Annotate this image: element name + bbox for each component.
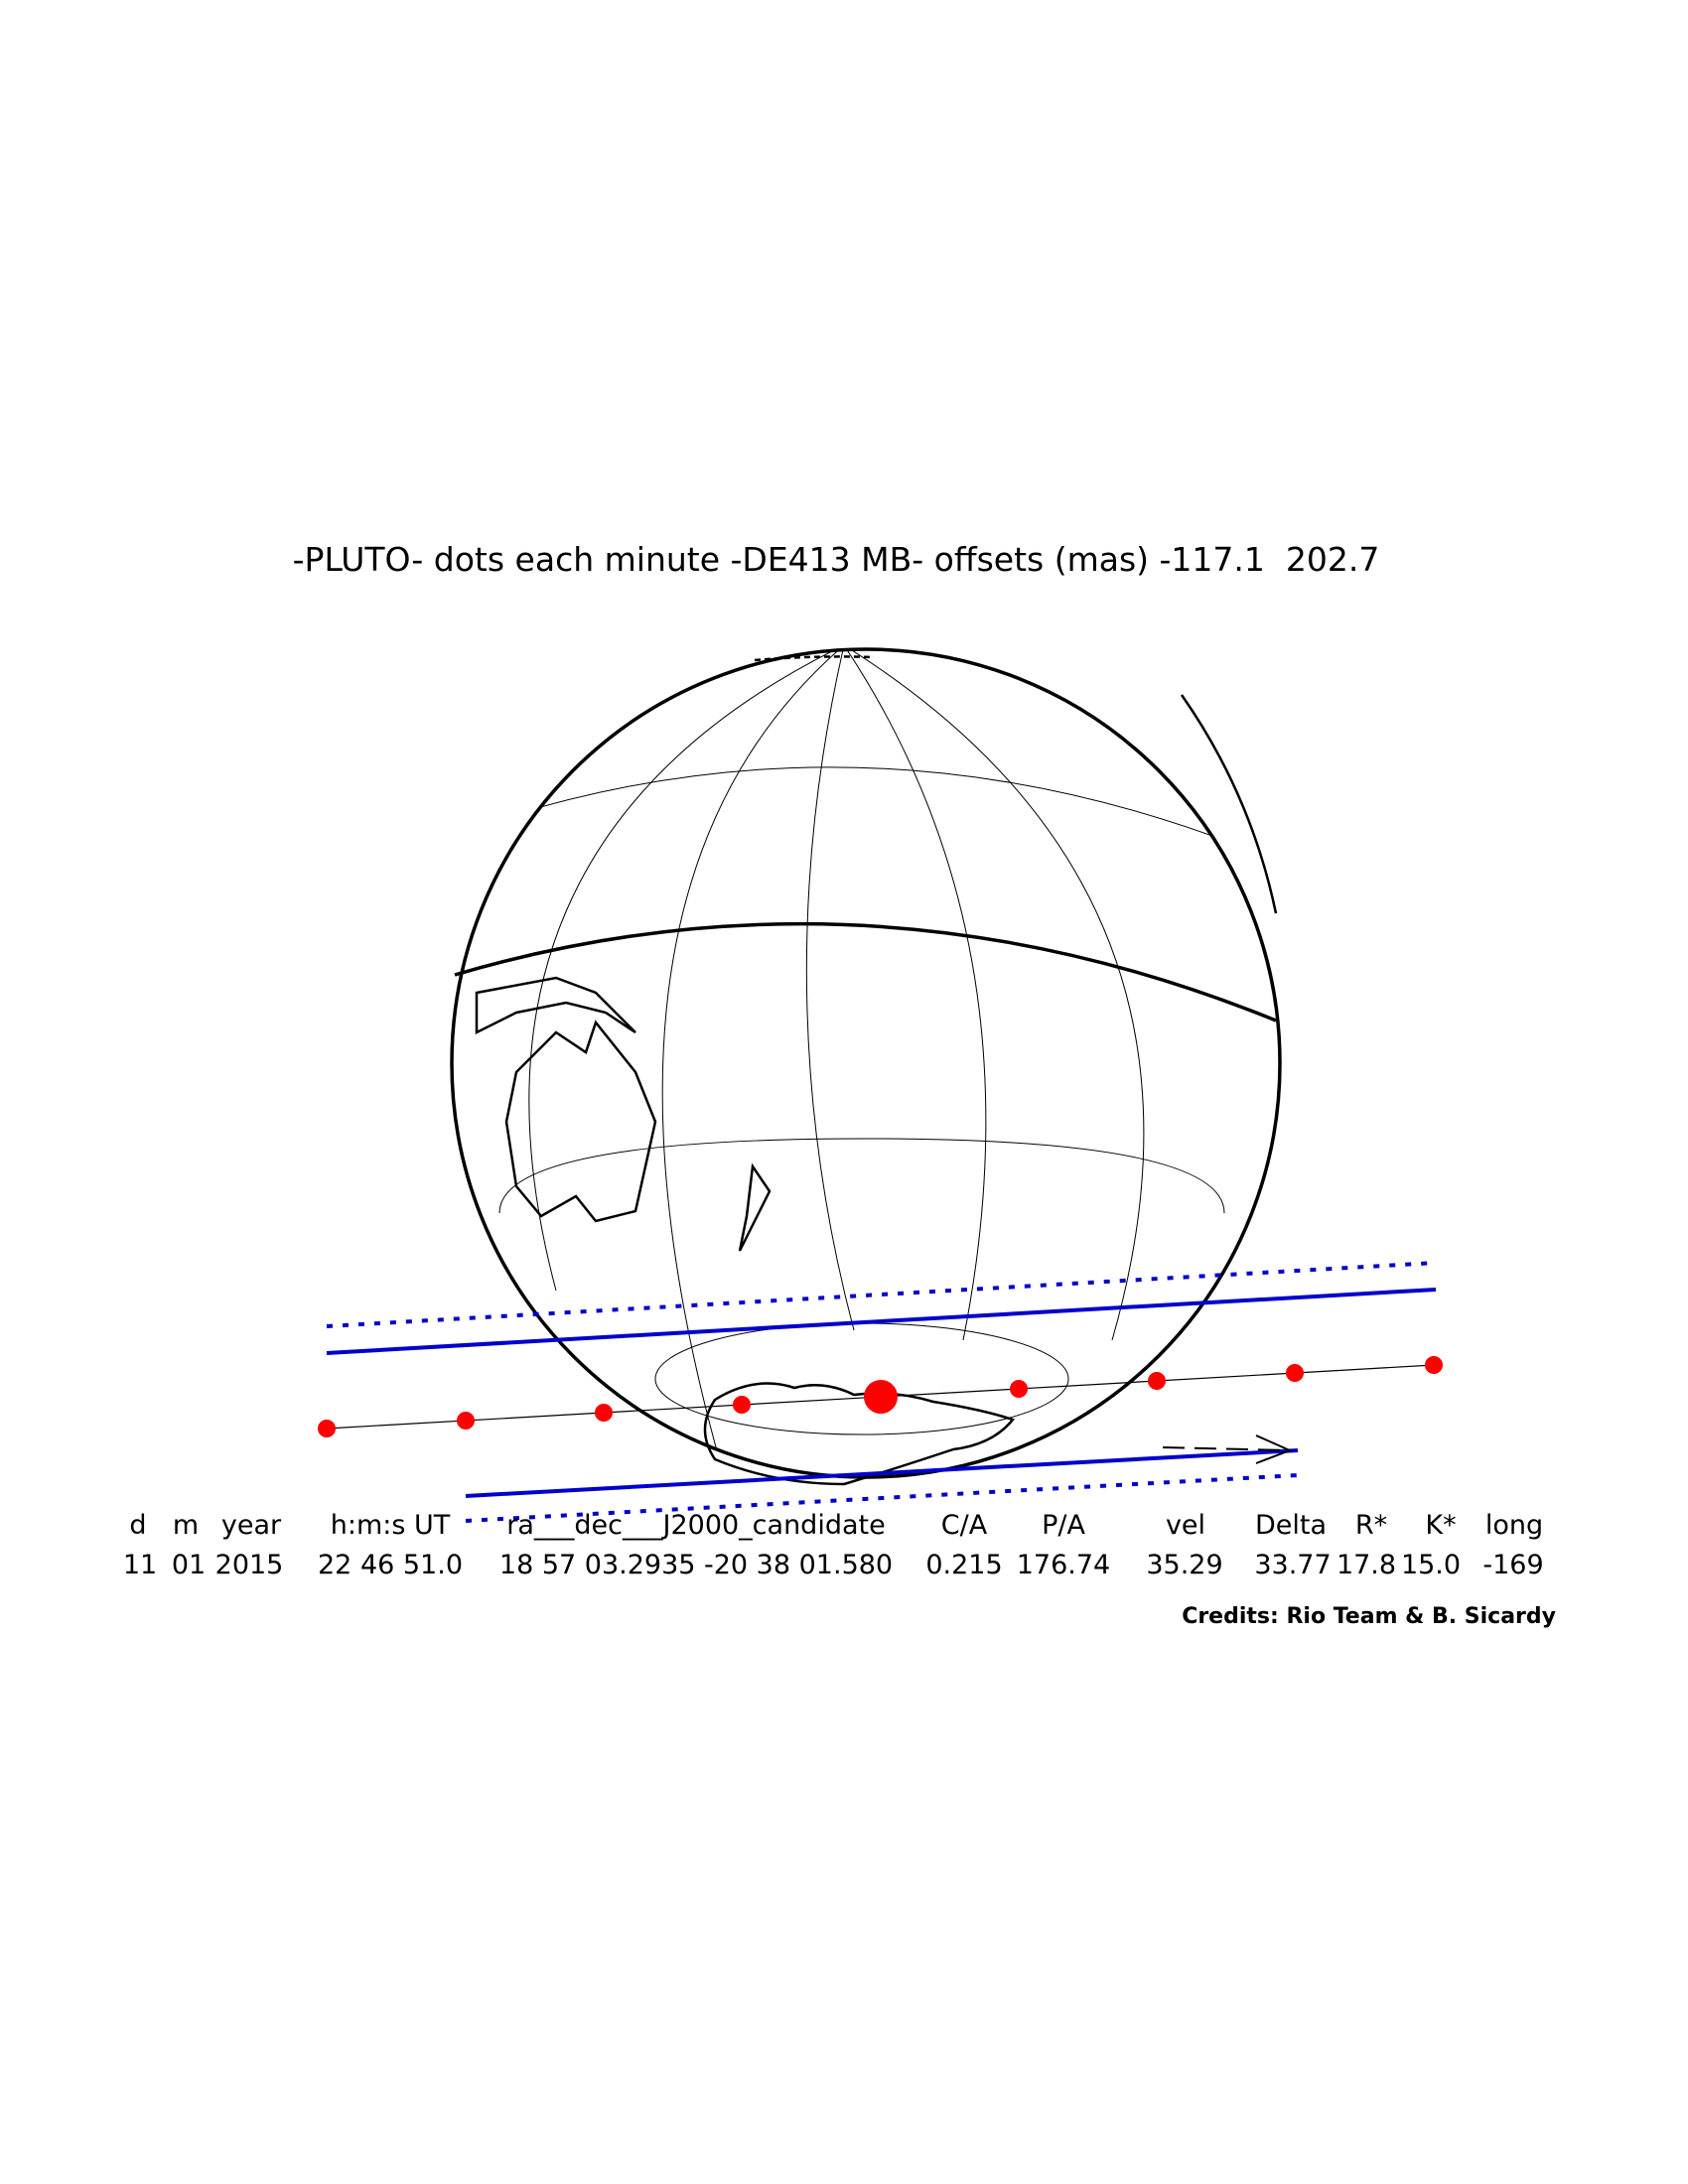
latitude-line — [475, 766, 1263, 856]
column-header: ra___dec___J2000_candidate — [506, 1510, 885, 1541]
cell: -169 — [1482, 1550, 1543, 1580]
column-header: vel — [1166, 1510, 1205, 1541]
column-header: d — [129, 1510, 146, 1541]
column-header: K* — [1425, 1510, 1456, 1541]
land — [475, 655, 1278, 1486]
cell: 17.8 — [1336, 1550, 1396, 1580]
column-header: year — [221, 1510, 282, 1541]
column-header: h:m:s UT — [331, 1510, 451, 1541]
direction-arrow — [1162, 1434, 1293, 1464]
meridian — [805, 649, 855, 1331]
title: -PLUTO- dots each minute -DE413 MB- offs… — [293, 540, 1380, 579]
column-header: long — [1485, 1510, 1543, 1541]
column-header: C/A — [941, 1510, 988, 1541]
shadow-limit — [326, 1288, 1437, 1355]
minute-dots — [318, 1356, 1443, 1437]
credits: Credits: Rio Team & B. Sicardy — [1182, 1604, 1556, 1629]
cell: 15.0 — [1401, 1550, 1461, 1580]
column-header: P/A — [1042, 1510, 1085, 1541]
shadow-path — [326, 1261, 1437, 1523]
cell: 01 — [172, 1550, 206, 1580]
cell: 33.77 — [1254, 1550, 1331, 1580]
cell: 11 — [123, 1550, 157, 1580]
column-header: Delta — [1255, 1510, 1327, 1541]
meridian — [661, 649, 845, 1477]
cell: 18 57 03.2935 -20 38 01.580 — [499, 1550, 893, 1580]
shadow-limit-dotted — [326, 1261, 1437, 1328]
meridian — [843, 649, 1145, 1341]
equator — [454, 921, 1277, 1023]
data-table: d m year h:m:s UT ra___dec___J2000_candidate… — [123, 1510, 1544, 1580]
meridian — [843, 649, 987, 1341]
cell: 35.29 — [1146, 1550, 1222, 1580]
column-header: R* — [1355, 1510, 1387, 1541]
column-header: m — [173, 1510, 199, 1541]
cell: 2015 — [215, 1550, 284, 1580]
cell: 0.215 — [925, 1550, 1002, 1580]
globe — [450, 647, 1282, 1486]
cell: 176.74 — [1017, 1550, 1110, 1580]
cell: 22 46 51.0 — [318, 1550, 463, 1580]
meridian — [528, 649, 845, 1292]
latitude-line — [498, 1138, 1225, 1214]
shadow-limit — [465, 1448, 1299, 1498]
globe-outline — [450, 647, 1282, 1479]
shadow-limit-dotted — [465, 1473, 1299, 1523]
